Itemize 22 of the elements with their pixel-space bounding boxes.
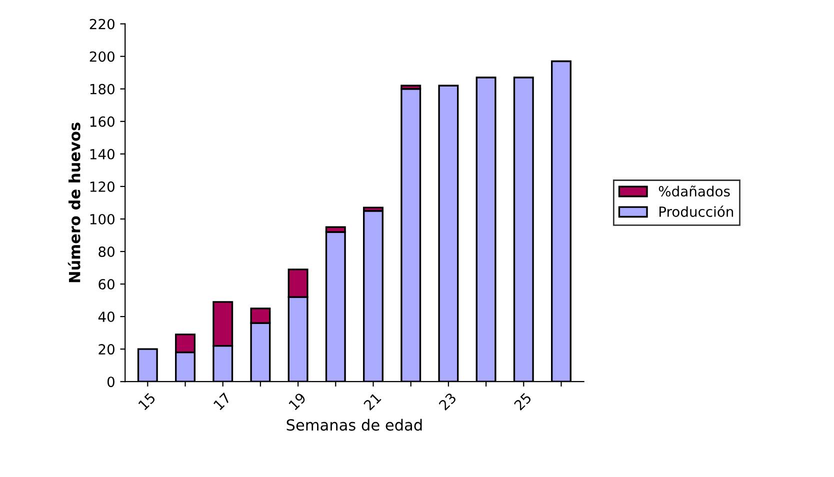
x-tick-label: 25 xyxy=(514,392,532,411)
y-tick-label: 60 xyxy=(98,279,114,290)
y-tick-label: 40 xyxy=(98,312,114,322)
y-tick-label: 120 xyxy=(90,181,114,192)
x-tick-label: 19 xyxy=(288,392,306,410)
y-tick-label: 200 xyxy=(90,51,114,62)
legend-label: Producción xyxy=(659,206,734,217)
y-tick-label: 80 xyxy=(98,246,114,257)
x-tick-label: 23 xyxy=(438,392,457,411)
y-tick-label: 100 xyxy=(90,214,114,224)
y-tick-label: 180 xyxy=(90,84,114,94)
x-tick-label: 21 xyxy=(363,392,382,411)
x-axis-title: Semanas de edad xyxy=(286,418,422,431)
legend-label: %dañados xyxy=(658,186,730,197)
y-tick-label: 0 xyxy=(107,376,114,388)
y-tick-label: 220 xyxy=(90,18,114,30)
x-tick-label: 17 xyxy=(213,392,231,410)
y-axis-title: Número de huevos xyxy=(68,122,80,282)
y-tick-label: 140 xyxy=(90,148,114,160)
x-tick-label: 15 xyxy=(138,392,156,410)
y-tick-label: 20 xyxy=(98,344,114,355)
y-tick-label: 160 xyxy=(90,116,114,127)
